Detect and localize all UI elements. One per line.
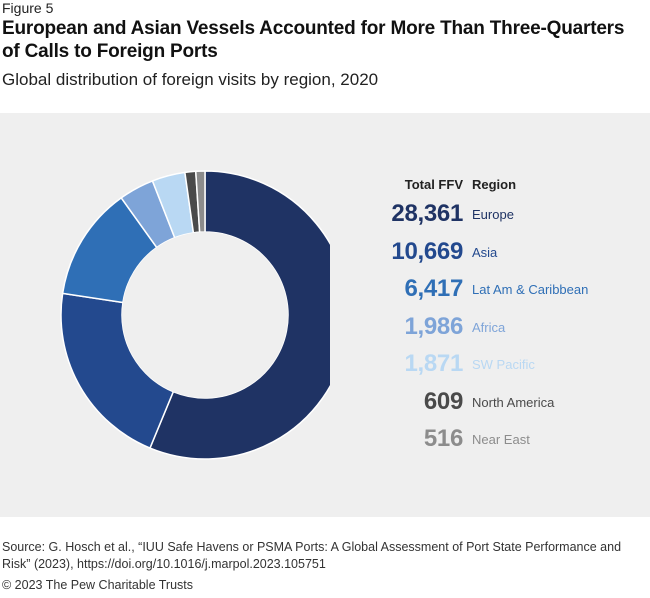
chart-subtitle: Global distribution of foreign visits by… <box>2 70 379 89</box>
region-label-lat-am-caribbean: Lat Am & Caribbean <box>472 282 589 297</box>
donut-chart <box>60 170 330 460</box>
legend-row-sw-pacific: 1,871 SW Pacific <box>330 350 650 380</box>
source-note: Source: G. Hosch et al., “IUU Safe Haven… <box>2 540 622 571</box>
value-label-lat-am-caribbean: 6,417 <box>404 275 463 302</box>
value-label-africa: 1,986 <box>404 312 463 340</box>
region-label-africa: Africa <box>472 319 506 335</box>
value-label-north-america: 609 <box>423 387 463 415</box>
region-label-north-america: North America <box>472 394 555 410</box>
value-label-europe: 28,361 <box>391 200 463 227</box>
region-label-europe: Europe <box>472 207 514 222</box>
value-label-sw-pacific: 1,871 <box>404 350 463 377</box>
copyright: © 2023 The Pew Charitable Trusts <box>2 578 194 592</box>
header-total-ffv: Total FFV <box>404 177 463 192</box>
donut-hole <box>122 232 288 398</box>
value-label-near-east: 516 <box>423 425 463 452</box>
chart-title: European and Asian Vessels Accounted for… <box>2 18 625 62</box>
chart-panel: Total FFV Region 28,361 Europe 10,669 Asia 6… <box>0 113 650 517</box>
legend-row-africa: 1,986 Africa <box>330 313 650 343</box>
region-label-near-east: Near East <box>472 432 530 447</box>
figure-label: Figure 5 <box>2 0 54 16</box>
legend-row-near-east: 516 Near East <box>330 425 650 455</box>
legend-row-europe: 28,361 Europe <box>330 200 650 230</box>
region-label-sw-pacific: SW Pacific <box>472 357 535 372</box>
legend-row-north-america: 609 North America <box>330 388 650 418</box>
header-region: Region <box>472 177 517 192</box>
region-label-asia: Asia <box>472 244 498 260</box>
value-label-asia: 10,669 <box>391 237 463 265</box>
legend-row-asia: 10,669 Asia <box>330 238 650 268</box>
legend-row-lat-am-caribbean: 6,417 Lat Am & Caribbean <box>330 275 650 305</box>
